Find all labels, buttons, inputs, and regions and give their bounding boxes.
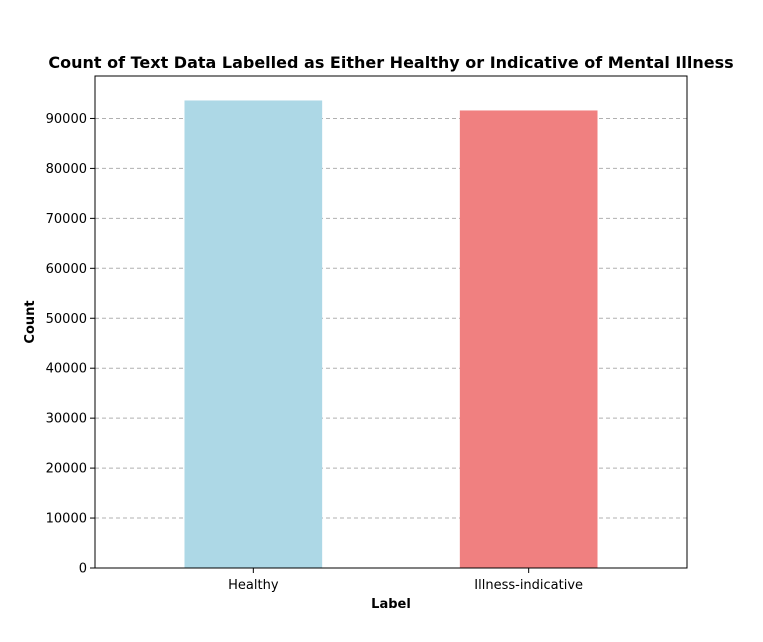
bar-healthy <box>184 100 323 568</box>
plot-frame <box>94 75 688 569</box>
y-tick-label: 50000 <box>46 312 87 327</box>
y-tick-label: 10000 <box>46 512 87 527</box>
y-tick-label: 90000 <box>46 112 87 127</box>
bars <box>184 100 598 569</box>
y-tick-label: 80000 <box>46 162 87 177</box>
x-tick-label: Healthy <box>228 578 279 593</box>
y-tick-label: 0 <box>79 562 87 577</box>
y-tick-label: 60000 <box>46 262 87 277</box>
x-tick-label: Illness-indicative <box>474 578 583 593</box>
y-axis-ticks: 0 10000 20000 30000 40000 50000 60000 70000 8000… <box>46 112 95 577</box>
chart-title: Count of Text Data Labelled as Either He… <box>48 53 733 72</box>
y-tick-label: 40000 <box>46 362 87 377</box>
bar-illness-indicative <box>459 110 598 569</box>
y-axis-label: Count <box>23 300 38 343</box>
y-tick-label: 70000 <box>46 212 87 227</box>
x-axis-ticks: Healthy Illness-indicative <box>228 568 583 593</box>
y-tick-label: 30000 <box>46 412 87 427</box>
x-axis-label: Label <box>371 597 411 612</box>
y-tick-label: 20000 <box>46 462 87 477</box>
